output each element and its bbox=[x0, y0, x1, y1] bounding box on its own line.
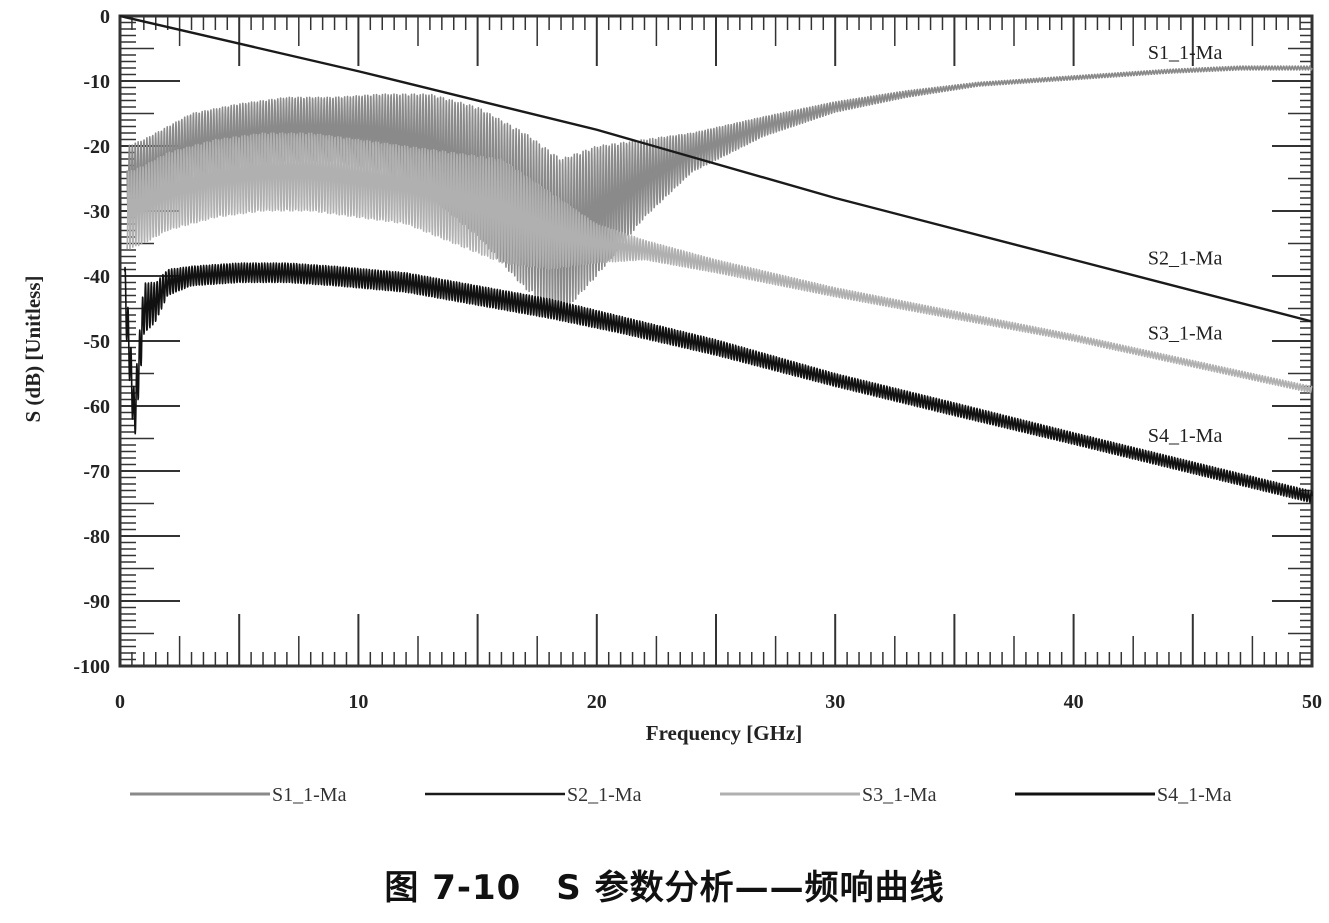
series-line-S4_1-Ma bbox=[123, 262, 1313, 503]
y-tick-label: -20 bbox=[83, 136, 110, 158]
series-layer bbox=[119, 14, 1313, 503]
curve-labels: S1_1-Ma S2_1-Ma S3_1-Ma S4_1-Ma bbox=[1148, 42, 1223, 447]
y-tick-label: -40 bbox=[83, 266, 110, 288]
y-tick-label: -80 bbox=[83, 526, 110, 548]
y-tick-label: 0 bbox=[100, 6, 110, 28]
curve-label-S3_1-Ma: S3_1-Ma bbox=[1148, 322, 1223, 344]
legend: S1_1-Ma S2_1-Ma S3_1-Ma S4_1-Ma bbox=[130, 784, 1232, 806]
y-tick-label: -90 bbox=[83, 591, 110, 613]
curve-label-S4_1-Ma: S4_1-Ma bbox=[1148, 425, 1223, 447]
x-tick-label: 30 bbox=[825, 691, 845, 713]
y-tick-label: -70 bbox=[83, 461, 110, 483]
legend-label: S2_1-Ma bbox=[567, 784, 642, 806]
y-tick-label: -100 bbox=[73, 656, 110, 678]
y-axis-title: S (dB) [Unitless] bbox=[21, 275, 45, 422]
y-tick-label: -50 bbox=[83, 331, 110, 353]
x-tick-label: 50 bbox=[1302, 691, 1322, 713]
x-axis-title: Frequency [GHz] bbox=[646, 721, 803, 745]
s-parameter-chart: S1_1-Ma S2_1-Ma S3_1-Ma S4_1-Ma 0 10 20 30 40 50… bbox=[21, 6, 1322, 806]
y-tick-label: -30 bbox=[83, 201, 110, 223]
x-tick-labels: 0 10 20 30 40 50 bbox=[115, 691, 1322, 713]
x-tick-label: 0 bbox=[115, 691, 125, 713]
series-line-S2_1-Ma bbox=[119, 14, 1313, 323]
series-line-S1_1-Ma bbox=[126, 65, 1313, 313]
y-tick-label: -60 bbox=[83, 396, 110, 418]
legend-label: S1_1-Ma bbox=[272, 784, 347, 806]
figure-caption: 图 7-10 S 参数分析——频响曲线 bbox=[384, 868, 945, 908]
curve-label-S1_1-Ma: S1_1-Ma bbox=[1148, 42, 1223, 64]
y-tick-label: -10 bbox=[83, 71, 110, 93]
x-tick-label: 40 bbox=[1064, 691, 1084, 713]
legend-label: S4_1-Ma bbox=[1157, 784, 1232, 806]
x-tick-label: 10 bbox=[348, 691, 368, 713]
curve-label-S2_1-Ma: S2_1-Ma bbox=[1148, 247, 1223, 269]
x-tick-label: 20 bbox=[587, 691, 607, 713]
legend-label: S3_1-Ma bbox=[862, 784, 937, 806]
series-line-S3_1-Ma bbox=[126, 132, 1313, 394]
y-tick-labels: 0 -10 -20 -30 -40 -50 -60 -70 -80 -90 -100 bbox=[73, 6, 110, 678]
